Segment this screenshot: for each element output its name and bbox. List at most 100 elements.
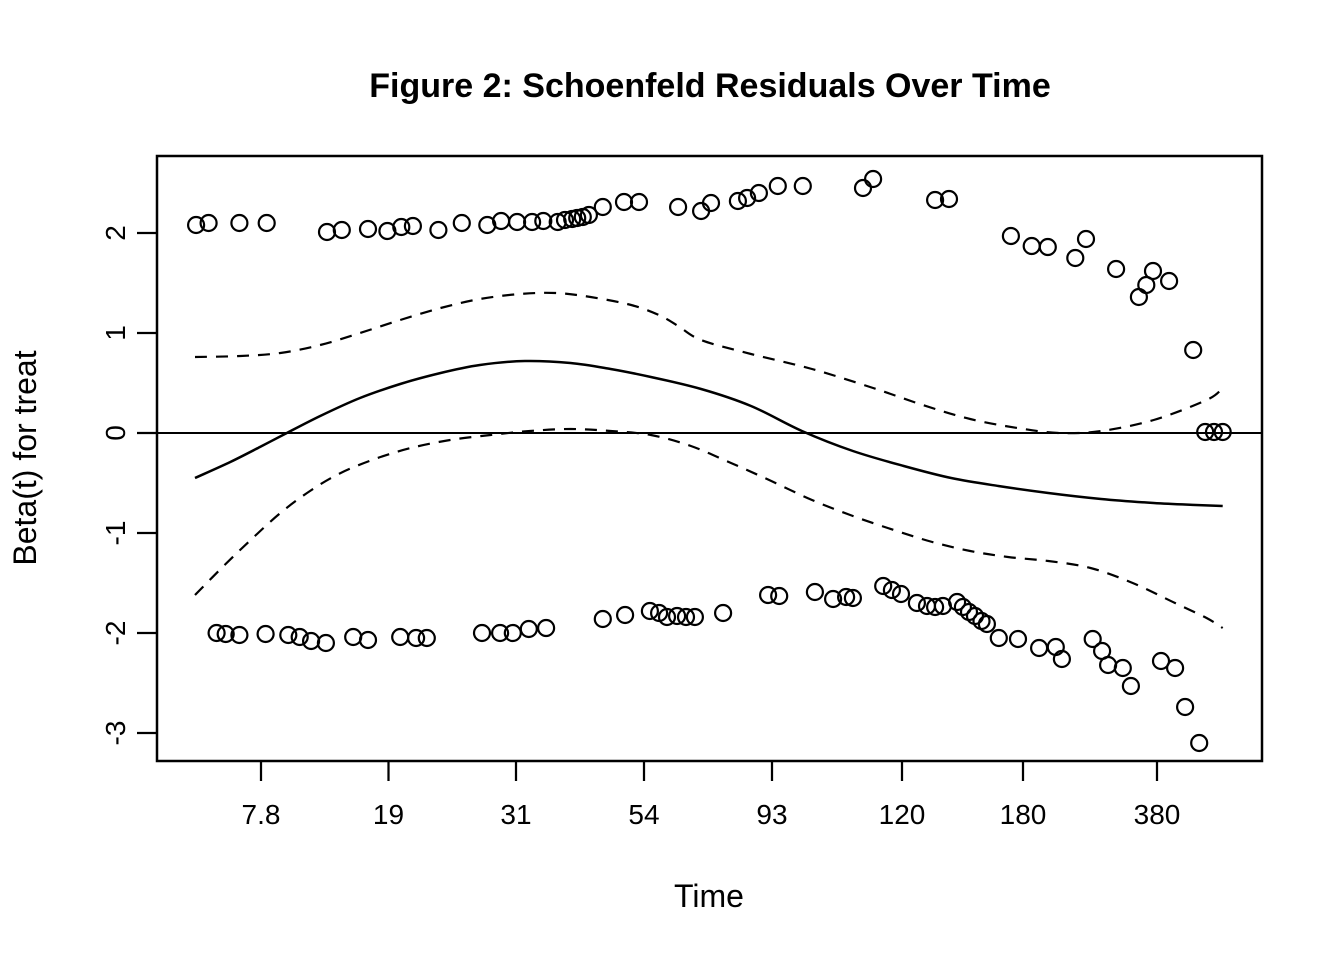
residual-point [701, 193, 721, 213]
x-axis-title: Time [674, 878, 744, 914]
smooth-fit-curve [194, 359, 1223, 508]
residual-point [316, 633, 335, 653]
residual-point [407, 628, 426, 648]
residual-point [417, 628, 436, 648]
residual-point [823, 589, 843, 609]
residual-point [615, 605, 635, 625]
residual-point [358, 219, 378, 239]
x-axis: 7.8 19 31 54 93 120 180 380 [242, 761, 1181, 830]
residual-point [1076, 229, 1096, 249]
residual-point [1083, 629, 1102, 649]
residual-point [1129, 287, 1149, 307]
residual-point [1190, 733, 1209, 753]
residual-point [939, 189, 959, 209]
residual-point [358, 630, 378, 650]
residual-point [737, 188, 757, 208]
residual-point [536, 618, 556, 638]
residual-point [640, 601, 660, 621]
residual-point [1066, 248, 1085, 268]
x-tick-label: 120 [879, 799, 926, 830]
y-tick-label: -3 [100, 721, 131, 746]
residual-point [1029, 638, 1049, 658]
residual-point [403, 216, 422, 236]
residual-point [1052, 649, 1072, 669]
residual-point [1001, 226, 1021, 246]
residual-point [332, 220, 351, 240]
residual-point [290, 627, 309, 647]
x-tick-label: 93 [756, 799, 787, 830]
residual-point [1184, 340, 1203, 360]
residual-point [216, 624, 235, 644]
residual-point [1165, 658, 1185, 678]
y-axis: 2 1 0 -1 -2 -3 [100, 225, 157, 745]
residual-point [843, 588, 863, 608]
residual-point [1113, 658, 1132, 678]
y-tick-label: 2 [100, 225, 131, 241]
residual-point [1204, 422, 1224, 442]
residual-point [907, 593, 927, 613]
residual-point [279, 625, 298, 645]
residual-point [1121, 676, 1141, 696]
residual-point [770, 586, 789, 606]
residual-point [713, 603, 733, 623]
ci-lower-curve [194, 427, 1224, 629]
residual-point [187, 215, 206, 235]
residual-point [768, 176, 787, 196]
residual-point [491, 623, 510, 643]
residual-point [874, 576, 893, 596]
x-tick-label: 380 [1134, 799, 1181, 830]
residual-point [579, 205, 599, 225]
chart-title: Figure 2: Schoenfeld Residuals Over Time [369, 67, 1050, 105]
residual-point [925, 190, 945, 210]
residual-point [614, 192, 634, 212]
residual-point [519, 619, 538, 639]
residual-point [1008, 629, 1028, 649]
residual-point [863, 169, 883, 189]
residual-point [1151, 651, 1171, 671]
y-tick-label: -1 [100, 521, 131, 546]
plot-area [157, 169, 1262, 753]
residual-point [1213, 422, 1232, 442]
residual-point [1175, 697, 1195, 717]
residual-point [344, 627, 363, 647]
residual-point [199, 213, 218, 233]
residual-point [1022, 236, 1041, 256]
residual-point [207, 623, 226, 643]
residual-point [891, 584, 911, 604]
residual-point [593, 197, 612, 217]
residual-point [882, 580, 902, 600]
residual-point [668, 197, 688, 217]
x-tick-label: 180 [1000, 799, 1047, 830]
residual-point [522, 212, 542, 232]
x-tick-label: 7.8 [242, 799, 281, 830]
residual-point [793, 176, 812, 196]
x-tick-label: 31 [500, 799, 531, 830]
residual-point [230, 213, 249, 233]
residual-point [391, 627, 410, 647]
residual-point [317, 222, 337, 242]
residual-point [685, 607, 705, 627]
residual-point [1106, 259, 1126, 279]
residual-point [925, 597, 945, 617]
residual-point [728, 191, 748, 211]
residual-point [953, 597, 973, 617]
residual-points [187, 169, 1232, 753]
residual-point [593, 609, 612, 629]
y-tick-label: 1 [100, 325, 131, 341]
residual-point [676, 607, 696, 627]
residual-point [1159, 271, 1179, 291]
residual-point [1038, 237, 1057, 257]
residual-point [977, 614, 997, 634]
residual-point [1098, 655, 1118, 675]
residual-point [749, 183, 769, 203]
residual-point [492, 211, 511, 231]
residual-point [429, 220, 448, 240]
residual-point [230, 625, 249, 645]
residual-point [472, 623, 492, 643]
residual-point [555, 210, 575, 230]
residual-point [657, 607, 677, 627]
residual-point [853, 178, 873, 198]
plot-box [155, 154, 1264, 763]
